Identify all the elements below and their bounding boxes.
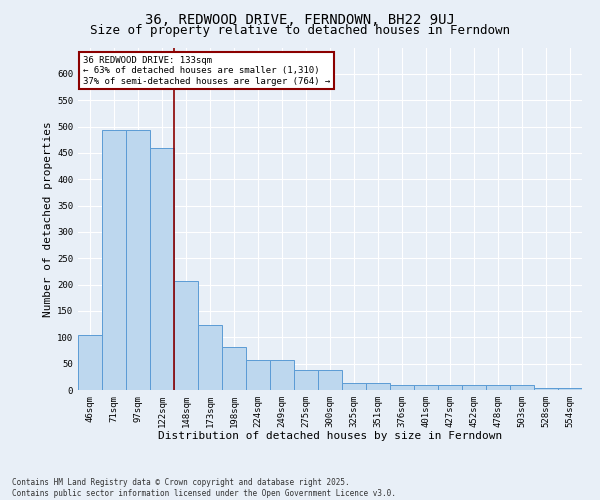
Y-axis label: Number of detached properties: Number of detached properties (43, 121, 53, 316)
Bar (318, 370, 342, 390)
X-axis label: Distribution of detached houses by size in Ferndown: Distribution of detached houses by size … (158, 432, 502, 442)
Bar (510, 384, 534, 390)
Bar (102, 130, 126, 390)
Text: 36, REDWOOD DRIVE, FERNDOWN, BH22 9UJ: 36, REDWOOD DRIVE, FERNDOWN, BH22 9UJ (145, 12, 455, 26)
Bar (414, 384, 438, 390)
Bar (222, 347, 246, 390)
Bar (534, 388, 558, 390)
Bar (270, 360, 294, 390)
Bar (150, 148, 174, 390)
Bar (246, 360, 270, 390)
Text: Size of property relative to detached houses in Ferndown: Size of property relative to detached ho… (90, 24, 510, 37)
Bar (126, 130, 150, 390)
Bar (462, 384, 486, 390)
Bar (174, 281, 198, 390)
Text: 36 REDWOOD DRIVE: 133sqm
← 63% of detached houses are smaller (1,310)
37% of sem: 36 REDWOOD DRIVE: 133sqm ← 63% of detach… (83, 56, 330, 86)
Bar (78, 334, 102, 390)
Bar (198, 325, 222, 390)
Bar (438, 384, 462, 390)
Bar (390, 384, 414, 390)
Bar (294, 370, 318, 390)
Bar (366, 383, 390, 390)
Bar (558, 388, 582, 390)
Bar (342, 383, 366, 390)
Text: Contains HM Land Registry data © Crown copyright and database right 2025.
Contai: Contains HM Land Registry data © Crown c… (12, 478, 396, 498)
Bar (486, 384, 510, 390)
